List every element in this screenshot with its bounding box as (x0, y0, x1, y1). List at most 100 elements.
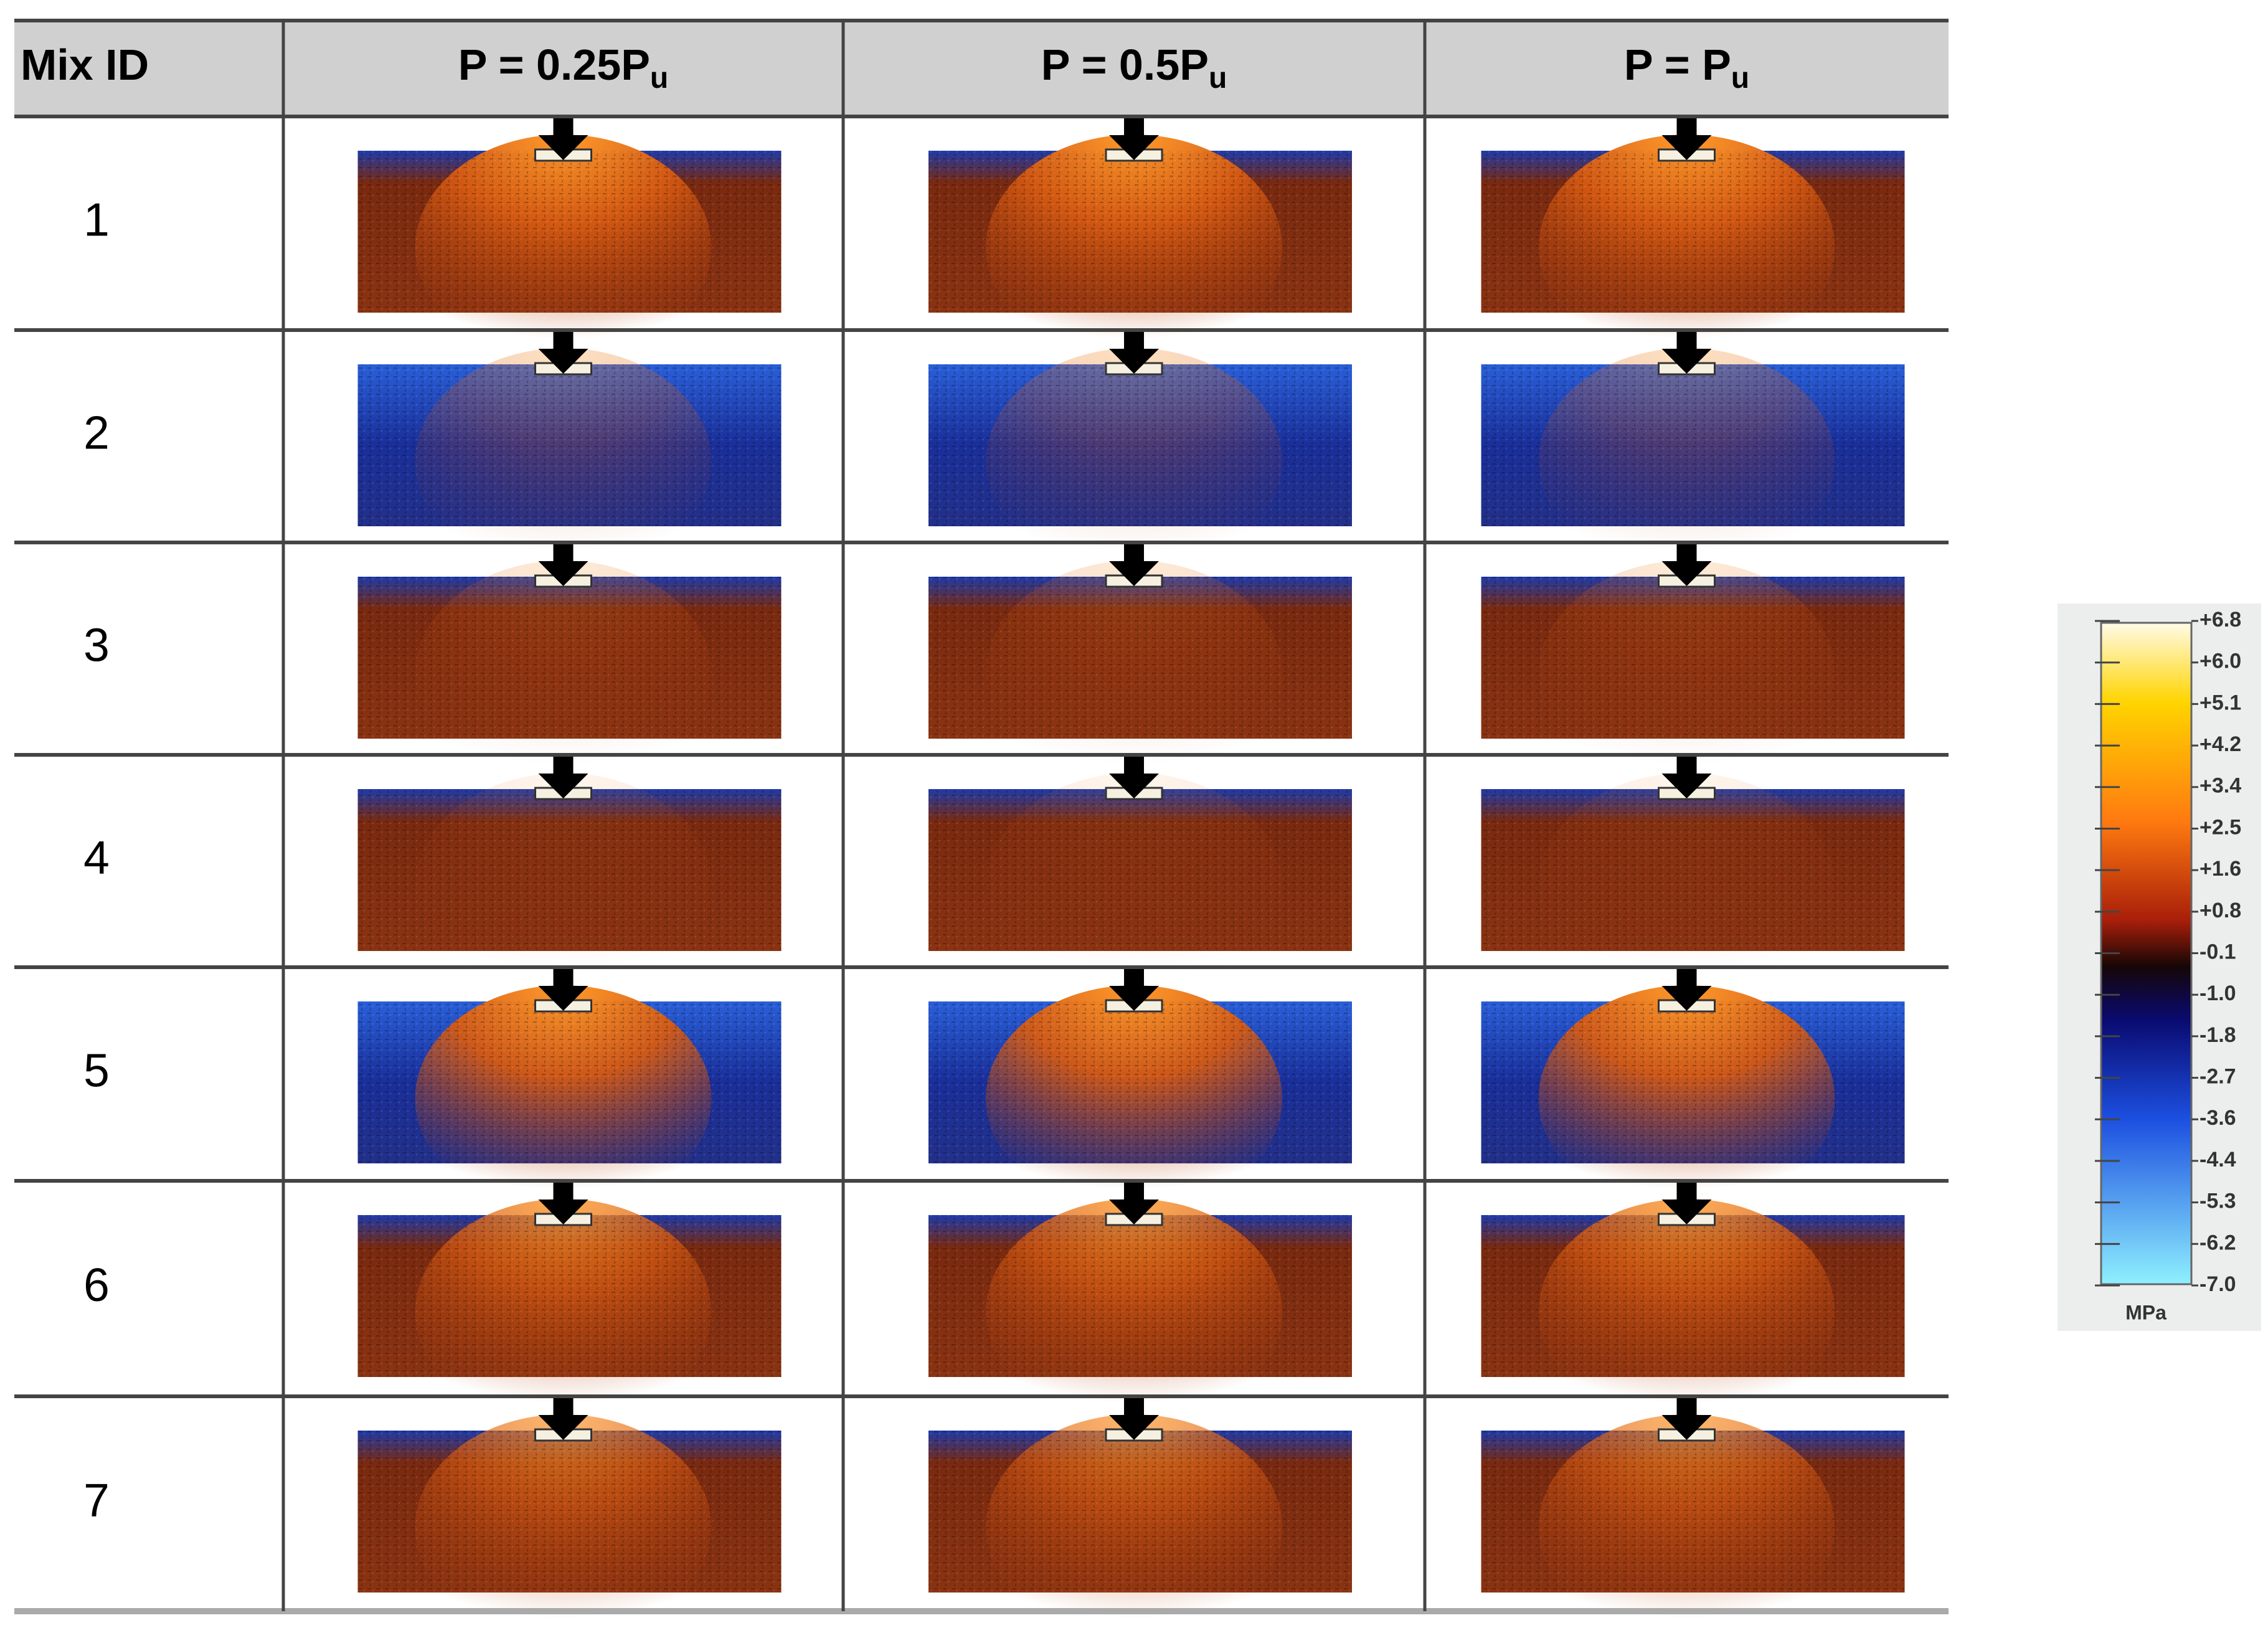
stress-map (1481, 1396, 1905, 1628)
map-texture (357, 1001, 782, 1163)
stress-map (1481, 755, 1905, 1000)
row-id: 2 (83, 406, 110, 458)
map-texture (357, 1431, 782, 1593)
map-texture (928, 1215, 1352, 1377)
map-texture (357, 364, 782, 526)
map-texture (357, 1215, 782, 1377)
colorbar-label: +3.4 (2199, 774, 2241, 798)
colorbar-label: -3.6 (2199, 1106, 2236, 1130)
map-texture (1481, 364, 1905, 526)
stress-map (357, 330, 782, 575)
load-arrow (538, 755, 588, 798)
map-texture (928, 364, 1352, 526)
map-texture (1481, 1431, 1905, 1593)
stress-map (1481, 967, 1905, 1212)
colorbar-label: -1.0 (2199, 982, 2236, 1005)
stress-map (928, 330, 1352, 575)
stress-map (357, 755, 782, 1000)
stress-map (357, 116, 782, 361)
stress-map (357, 1181, 782, 1426)
colorbar-label: -1.8 (2199, 1023, 2236, 1047)
stress-map (357, 542, 782, 787)
colorbar-unit: MPa (2125, 1301, 2166, 1323)
map-texture (357, 151, 782, 313)
stress-map (1481, 1181, 1905, 1426)
load-arrow (1109, 1181, 1159, 1224)
header-bg (14, 21, 1949, 116)
row-id: 3 (83, 618, 110, 671)
load-arrow (538, 1396, 588, 1440)
header-cell: Mix ID (21, 40, 149, 89)
stress-map (928, 755, 1352, 1000)
map-texture (928, 1431, 1352, 1593)
load-arrow (538, 116, 588, 160)
map-texture (928, 789, 1352, 951)
header-text: Mix ID (21, 40, 149, 89)
colorbar-label: +1.6 (2199, 857, 2241, 881)
colorbar-label: -6.2 (2199, 1231, 2236, 1254)
load-arrow (1661, 967, 1712, 1011)
row-id: 6 (83, 1259, 110, 1311)
stress-map (1481, 116, 1905, 361)
map-texture (1481, 1215, 1905, 1377)
header-cell: P = 0.25Pu (458, 40, 668, 94)
map-texture (357, 789, 782, 951)
load-arrow (1109, 116, 1159, 160)
colorbar-label: -7.0 (2199, 1272, 2236, 1296)
load-arrow (1661, 116, 1712, 160)
header-text: P = 0.5P (1041, 40, 1209, 89)
header-subscript: u (1209, 62, 1227, 95)
load-arrow (1661, 755, 1712, 798)
colorbar-label: +5.1 (2199, 691, 2241, 714)
colorbar-label: -5.3 (2199, 1190, 2236, 1213)
map-texture (928, 1001, 1352, 1163)
stress-map (357, 967, 782, 1212)
load-arrow (1661, 542, 1712, 586)
colorbar-label: +4.2 (2199, 732, 2241, 756)
load-arrow (1661, 330, 1712, 374)
load-arrow (538, 330, 588, 374)
row-id: 7 (83, 1474, 110, 1526)
stress-map (1481, 330, 1905, 575)
load-arrow (1109, 755, 1159, 798)
colorbar-label: +6.0 (2199, 650, 2241, 673)
colorbar-label: +6.8 (2199, 608, 2241, 632)
row-id: 4 (83, 831, 110, 883)
colorbar-label: +2.5 (2199, 815, 2241, 839)
header-subscript: u (650, 62, 668, 95)
stress-map (928, 1181, 1352, 1426)
load-arrow (1661, 1396, 1712, 1440)
load-arrow (538, 542, 588, 586)
map-texture (357, 577, 782, 739)
colorbar-label: -2.7 (2199, 1065, 2236, 1089)
map-texture (1481, 151, 1905, 313)
row-id: 1 (83, 193, 110, 245)
stress-map (357, 1396, 782, 1628)
load-arrow (1109, 1396, 1159, 1440)
colorbar-label: +0.8 (2199, 899, 2241, 922)
load-arrow (1109, 542, 1159, 586)
load-arrow (1109, 330, 1159, 374)
map-texture (928, 577, 1352, 739)
stress-map (928, 967, 1352, 1212)
map-texture (1481, 577, 1905, 739)
header-text: P = P (1624, 40, 1731, 89)
load-arrow (538, 967, 588, 1011)
map-texture (928, 151, 1352, 313)
map-texture (1481, 789, 1905, 951)
header-cell: P = Pu (1624, 40, 1749, 94)
stress-map (1481, 542, 1905, 787)
header-subscript: u (1731, 62, 1749, 95)
colorbar-label: -4.4 (2199, 1148, 2236, 1171)
load-arrow (1661, 1181, 1712, 1224)
stress-map (928, 116, 1352, 361)
stress-map (928, 1396, 1352, 1628)
colorbar-label: -0.1 (2199, 940, 2236, 963)
map-texture (1481, 1001, 1905, 1163)
header-cell: P = 0.5Pu (1041, 40, 1227, 94)
load-arrow (1109, 967, 1159, 1011)
stress-map (928, 542, 1352, 787)
load-arrow (538, 1181, 588, 1224)
